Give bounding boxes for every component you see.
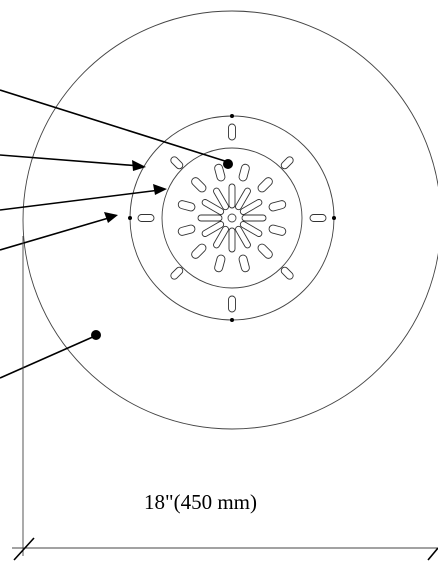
ring-marker-bottom bbox=[230, 318, 234, 322]
leader-line-1 bbox=[0, 89, 229, 163]
outer-slot bbox=[238, 163, 250, 182]
leader-dot-1 bbox=[223, 159, 233, 169]
inner-grate bbox=[161, 147, 303, 289]
rim-slot bbox=[170, 156, 184, 170]
inner-slot bbox=[213, 225, 229, 249]
outer-slot bbox=[177, 200, 196, 212]
outer-slot bbox=[268, 224, 287, 236]
ring-marker-right bbox=[332, 216, 336, 220]
center-hole bbox=[227, 213, 237, 223]
inner-slot bbox=[235, 187, 251, 211]
leader-line-4 bbox=[0, 216, 113, 251]
outer-slot bbox=[214, 254, 226, 273]
dimension-label: 18"(450 mm) bbox=[144, 490, 257, 514]
rim-slot bbox=[228, 295, 236, 313]
leader-line-5 bbox=[0, 335, 96, 379]
inner-slot bbox=[228, 227, 236, 253]
dimension-tick-right bbox=[427, 547, 438, 561]
leader-line-2 bbox=[0, 154, 141, 167]
rim-slot bbox=[280, 156, 294, 170]
outer-slot bbox=[177, 224, 196, 236]
inner-slot bbox=[239, 221, 263, 237]
ring-marker-left bbox=[128, 216, 132, 220]
leader-dot-5 bbox=[91, 330, 101, 340]
ring-marker-top bbox=[230, 114, 234, 118]
rim-slot bbox=[309, 214, 327, 222]
inner-slot bbox=[201, 199, 225, 215]
outer-slot bbox=[191, 177, 207, 193]
inner-slot bbox=[228, 183, 236, 209]
rim-slot bbox=[170, 266, 184, 280]
leader-line-3 bbox=[0, 189, 161, 211]
rim-slot bbox=[137, 214, 155, 222]
rim-slot bbox=[228, 123, 236, 141]
leader-arrow-2 bbox=[132, 160, 146, 171]
outer-slot bbox=[257, 243, 273, 259]
outer-slot bbox=[238, 254, 250, 273]
outer-disc bbox=[22, 10, 438, 430]
leader-arrow-4 bbox=[104, 212, 118, 223]
grate-slots bbox=[137, 123, 327, 313]
outer-slot bbox=[191, 243, 207, 259]
inner-slot bbox=[201, 221, 225, 237]
inner-slot bbox=[213, 187, 229, 211]
inner-slot bbox=[241, 214, 267, 222]
outer-slot bbox=[214, 163, 226, 182]
rim-slot bbox=[280, 266, 294, 280]
inner-slot bbox=[197, 214, 223, 222]
inner-slot bbox=[235, 225, 251, 249]
inner-slot bbox=[239, 199, 263, 215]
outer-slot bbox=[268, 200, 287, 212]
dimension-tick-left bbox=[13, 537, 35, 561]
middle-ring bbox=[129, 115, 335, 321]
leader-arrow-3 bbox=[153, 184, 167, 195]
outer-slot bbox=[257, 177, 273, 193]
